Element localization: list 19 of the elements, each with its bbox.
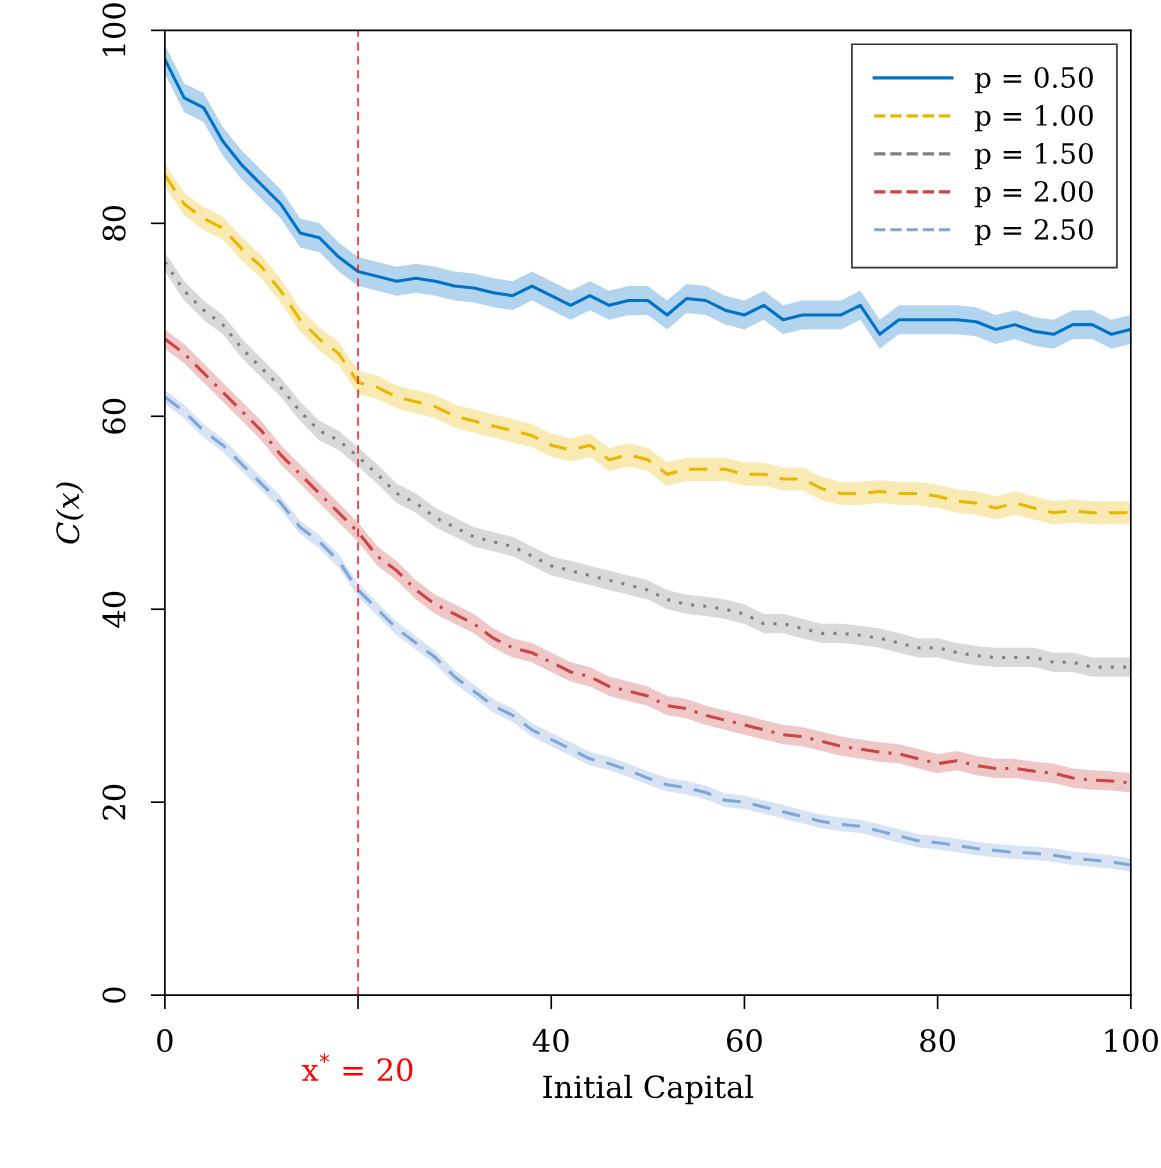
legend-label: p = 0.50 <box>974 66 1093 94</box>
y-tick-label: 0 <box>102 987 126 1003</box>
y-tick-label: 80 <box>102 205 126 241</box>
y-tick-label: 20 <box>102 784 126 820</box>
y-tick-label: 60 <box>102 398 126 434</box>
x-tick-label: 80 <box>920 1029 956 1053</box>
x-tick-label: 0 <box>157 1029 173 1053</box>
x-axis-title: Initial Capital <box>543 1074 754 1105</box>
ref-line-label: x$^{*}$ = 20 <box>301 1053 413 1082</box>
y-axis-title: C(x) <box>55 482 84 544</box>
legend-label: p = 1.50 <box>974 142 1093 170</box>
legend-label: p = 1.00 <box>974 104 1093 132</box>
x-tick-label: 40 <box>532 1029 569 1053</box>
x-tick-label: 100 <box>1105 1029 1158 1053</box>
legend-label: p = 2.50 <box>974 218 1093 246</box>
x-tick-label: 60 <box>727 1029 762 1053</box>
legend-label: p = 2.00 <box>974 180 1093 208</box>
y-tick-label: 40 <box>102 591 126 628</box>
y-tick-label: 100 <box>102 3 126 56</box>
